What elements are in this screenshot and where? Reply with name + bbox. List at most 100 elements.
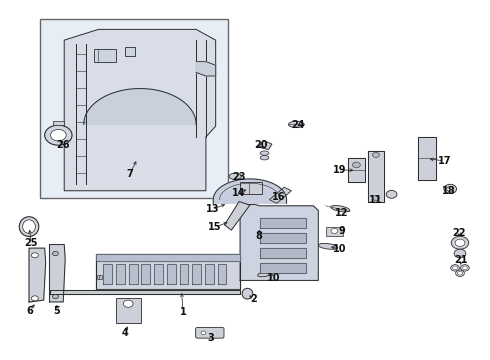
Text: 20: 20 — [254, 140, 268, 150]
Text: 8: 8 — [255, 231, 262, 241]
Circle shape — [447, 186, 454, 192]
Ellipse shape — [260, 156, 269, 160]
Text: 10: 10 — [333, 244, 346, 254]
Circle shape — [455, 239, 465, 246]
Circle shape — [123, 300, 133, 307]
Ellipse shape — [23, 220, 35, 233]
Circle shape — [372, 195, 379, 201]
Polygon shape — [347, 158, 365, 182]
Circle shape — [201, 331, 206, 334]
Polygon shape — [129, 264, 138, 284]
Polygon shape — [142, 264, 150, 284]
Text: 24: 24 — [291, 121, 304, 130]
Text: 1: 1 — [179, 307, 186, 316]
Polygon shape — [218, 264, 226, 284]
Circle shape — [50, 130, 66, 141]
Polygon shape — [418, 137, 436, 180]
Polygon shape — [96, 253, 240, 261]
Polygon shape — [270, 187, 292, 203]
Text: 22: 22 — [452, 228, 466, 238]
Polygon shape — [49, 244, 65, 302]
Polygon shape — [49, 290, 240, 294]
Polygon shape — [64, 30, 216, 191]
Text: 15: 15 — [208, 222, 221, 232]
Text: 2: 2 — [250, 294, 257, 304]
Polygon shape — [260, 248, 306, 258]
Polygon shape — [260, 263, 306, 273]
Polygon shape — [154, 264, 163, 284]
Polygon shape — [192, 264, 201, 284]
Ellipse shape — [258, 270, 276, 277]
Text: 4: 4 — [122, 328, 129, 338]
Circle shape — [31, 296, 38, 301]
Polygon shape — [29, 248, 46, 302]
Circle shape — [451, 236, 469, 249]
Ellipse shape — [289, 121, 304, 128]
Circle shape — [45, 125, 72, 145]
Text: 13: 13 — [205, 204, 219, 215]
Circle shape — [458, 271, 463, 275]
Polygon shape — [259, 140, 272, 149]
FancyBboxPatch shape — [196, 327, 224, 338]
Circle shape — [463, 266, 467, 270]
Text: 25: 25 — [24, 238, 38, 248]
FancyBboxPatch shape — [40, 19, 228, 198]
Polygon shape — [260, 218, 306, 228]
Text: 26: 26 — [56, 140, 70, 150]
Ellipse shape — [318, 243, 338, 249]
FancyBboxPatch shape — [53, 121, 64, 126]
Circle shape — [352, 162, 360, 168]
FancyBboxPatch shape — [240, 182, 262, 194]
Text: 7: 7 — [127, 168, 134, 179]
Circle shape — [331, 228, 338, 233]
Circle shape — [454, 249, 466, 258]
Ellipse shape — [386, 190, 397, 198]
Text: 16: 16 — [271, 192, 285, 202]
Polygon shape — [179, 264, 188, 284]
Text: 5: 5 — [53, 306, 60, 315]
Circle shape — [461, 265, 469, 271]
Polygon shape — [84, 89, 196, 125]
Polygon shape — [103, 264, 112, 284]
FancyBboxPatch shape — [116, 298, 141, 323]
Polygon shape — [224, 202, 250, 230]
Text: 18: 18 — [442, 186, 456, 197]
Polygon shape — [260, 233, 306, 243]
Text: 11: 11 — [369, 195, 383, 206]
Circle shape — [31, 253, 38, 258]
Circle shape — [52, 251, 58, 256]
Circle shape — [456, 270, 465, 276]
Circle shape — [372, 152, 379, 157]
Text: 17: 17 — [438, 156, 451, 166]
Polygon shape — [196, 62, 216, 76]
Text: 10: 10 — [267, 273, 280, 283]
Ellipse shape — [242, 288, 253, 299]
Ellipse shape — [19, 217, 39, 237]
Text: 9: 9 — [339, 226, 345, 236]
Polygon shape — [240, 204, 318, 280]
Ellipse shape — [331, 206, 350, 212]
Polygon shape — [205, 264, 214, 284]
Ellipse shape — [260, 151, 269, 155]
Text: 23: 23 — [232, 172, 246, 182]
Text: 6: 6 — [26, 306, 33, 315]
Text: 21: 21 — [455, 255, 468, 265]
Text: 19: 19 — [333, 165, 346, 175]
Polygon shape — [167, 264, 175, 284]
Polygon shape — [116, 264, 125, 284]
FancyBboxPatch shape — [99, 275, 102, 279]
Text: 3: 3 — [207, 333, 214, 343]
Circle shape — [451, 265, 460, 271]
Circle shape — [444, 184, 457, 194]
Text: 14: 14 — [232, 188, 246, 198]
Polygon shape — [368, 151, 384, 202]
Polygon shape — [96, 253, 240, 289]
Circle shape — [52, 294, 58, 299]
Text: 12: 12 — [335, 208, 348, 218]
Circle shape — [453, 266, 458, 270]
FancyBboxPatch shape — [326, 226, 343, 235]
Ellipse shape — [229, 173, 242, 180]
FancyBboxPatch shape — [94, 49, 116, 62]
FancyBboxPatch shape — [98, 275, 100, 279]
FancyBboxPatch shape — [125, 47, 135, 56]
